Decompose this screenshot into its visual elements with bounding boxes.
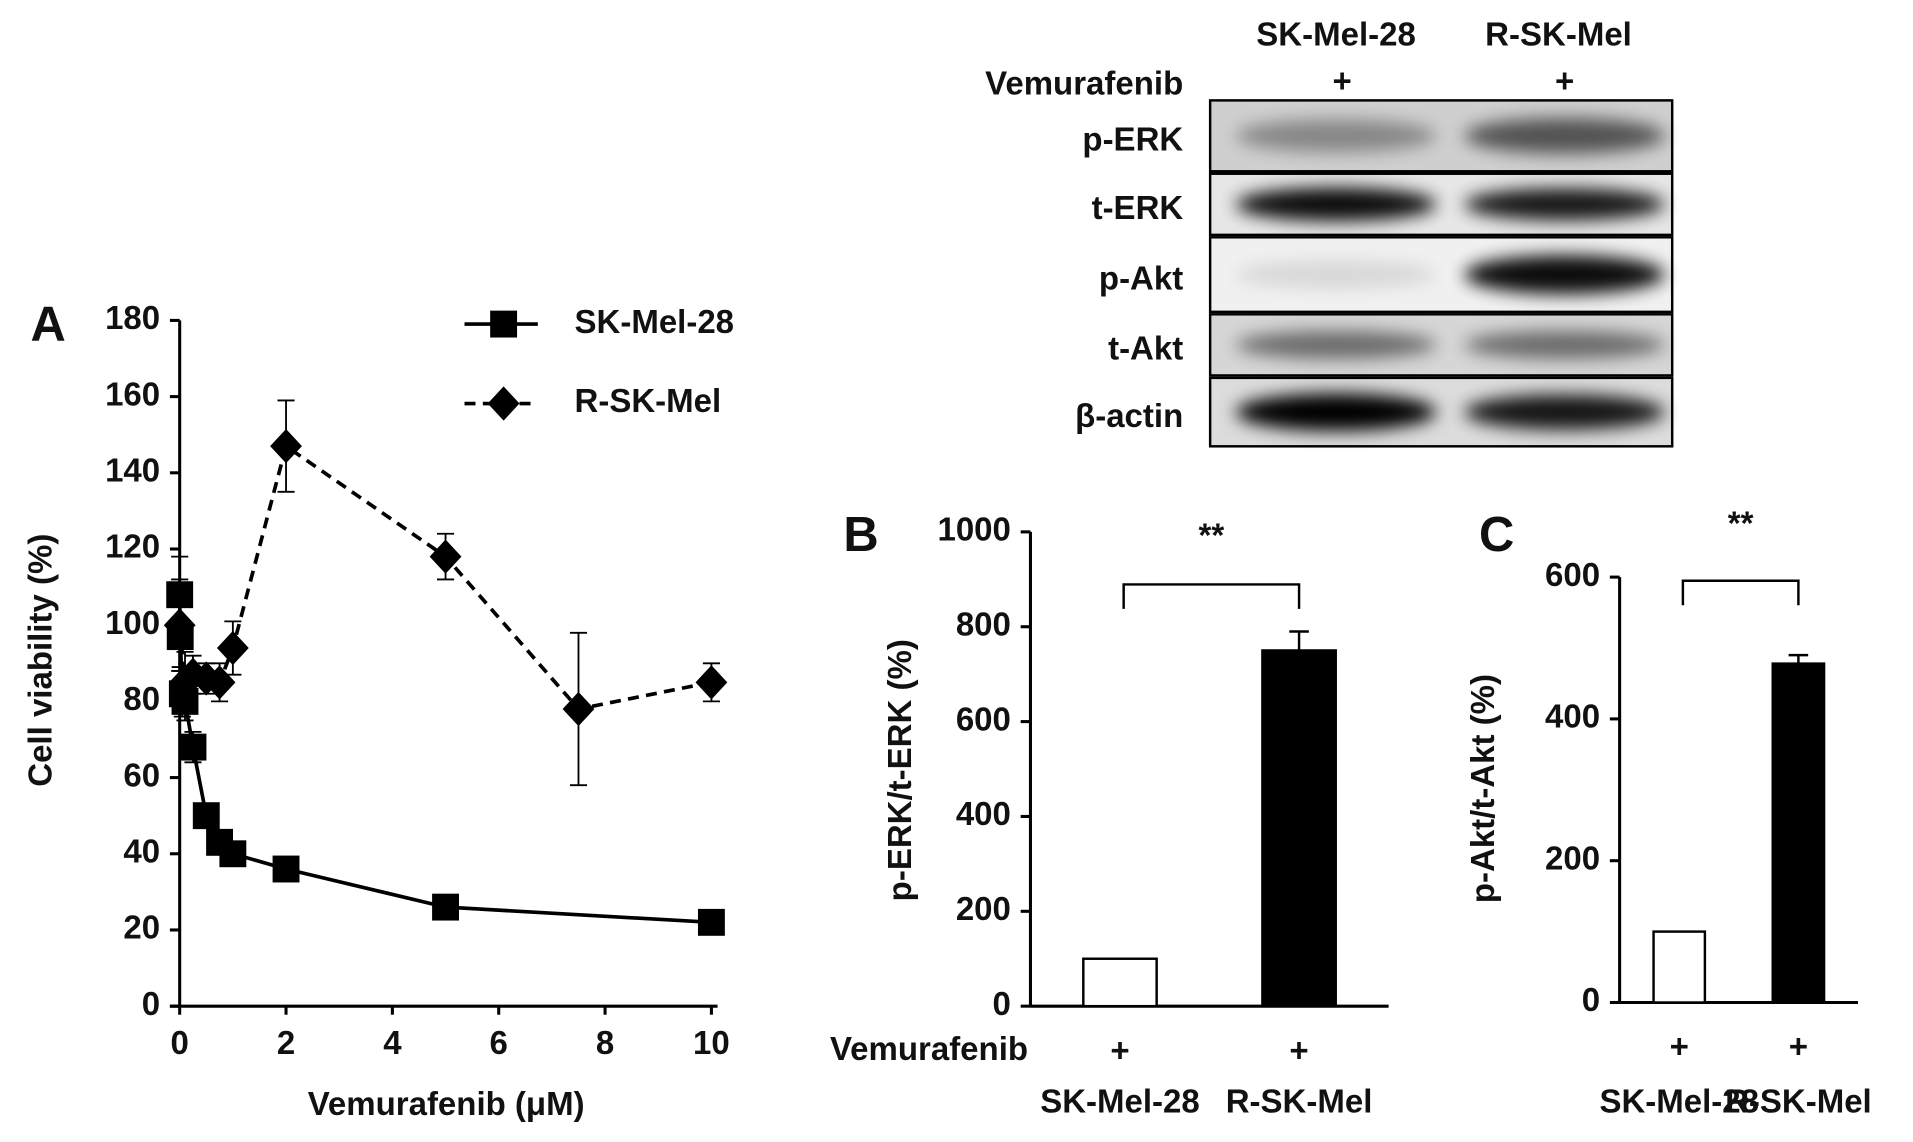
x-tick-label: 8 (596, 1024, 614, 1061)
panel-label: C (1479, 508, 1514, 562)
significance-bracket (1681, 579, 1800, 606)
bar (1771, 662, 1826, 1004)
column-header: SK-Mel-28 (1256, 16, 1416, 53)
error-bar (1788, 653, 1809, 664)
data-point (562, 691, 595, 727)
data-point (697, 908, 725, 936)
x-tick-label: R-SK-Mel (1226, 1083, 1373, 1120)
row-label: t-Akt (1108, 330, 1183, 367)
legend-label: R-SK-Mel (575, 382, 722, 419)
y-tick-label: 800 (956, 605, 1011, 642)
blot-band (1464, 188, 1665, 221)
x-tick-label: R-SK-Mel (1725, 1083, 1872, 1120)
y-tick-label: 80 (123, 680, 160, 717)
panel-label: A (31, 298, 66, 352)
x-tick-label: 10 (693, 1024, 730, 1061)
treatment-mark: + (1110, 1031, 1129, 1068)
significance-label: ** (1199, 517, 1225, 554)
y-tick-label: 140 (105, 452, 160, 489)
error-bar (1289, 630, 1309, 651)
data-point (192, 802, 220, 830)
x-tick-label: 2 (277, 1024, 295, 1061)
blot-band (1235, 330, 1437, 359)
row-label: t-ERK (1092, 189, 1184, 226)
treatment-mark: + (1555, 62, 1574, 99)
data-point (272, 855, 300, 883)
y-tick-label: 1000 (937, 511, 1010, 548)
y-tick-label: 100 (105, 604, 160, 641)
treatment-label: Vemurafenib (985, 64, 1183, 101)
treatment-label: Vemurafenib (830, 1030, 1028, 1067)
y-axis-label: Cell viability (%) (22, 534, 59, 787)
treatment-mark: + (1333, 62, 1352, 99)
blot-band (1235, 393, 1437, 431)
legend-marker (490, 310, 518, 338)
y-tick-label: 0 (142, 985, 160, 1022)
y-tick-label: 200 (1545, 839, 1600, 876)
blot-band (1464, 254, 1665, 295)
treatment-mark: + (1670, 1028, 1689, 1065)
bar (1082, 957, 1158, 1008)
y-tick-label: 180 (105, 299, 160, 336)
panel-label: B (843, 508, 878, 562)
significance-label: ** (1728, 504, 1754, 541)
x-tick-label: 0 (171, 1024, 189, 1061)
y-tick-label: 400 (1545, 698, 1600, 735)
y-axis-label: p-ERK/t-ERK (%) (881, 639, 918, 901)
row-label: p-Akt (1099, 259, 1183, 296)
y-tick-label: 0 (993, 985, 1011, 1022)
y-tick-label: 0 (1582, 981, 1600, 1018)
blot-band (1235, 261, 1437, 288)
x-axis-label: Vemurafenib (μM) (308, 1085, 585, 1122)
y-tick-label: 60 (123, 756, 160, 793)
y-axis-label: p-Akt/t-Akt (%) (1464, 674, 1501, 903)
data-point (695, 665, 728, 700)
significance-bracket (1122, 583, 1301, 609)
blot-band (1464, 394, 1665, 430)
blot-band (1235, 119, 1437, 153)
row-label: β-actin (1075, 397, 1183, 434)
y-tick-label: 20 (123, 909, 160, 946)
y-tick-label: 200 (956, 890, 1011, 927)
row-label: p-ERK (1082, 121, 1183, 158)
x-tick-label: 6 (490, 1024, 508, 1061)
y-tick-label: 400 (956, 795, 1011, 832)
series-line (177, 594, 712, 925)
legend-label: SK-Mel-28 (575, 303, 735, 340)
y-tick-label: 40 (123, 832, 160, 869)
x-tick-label: SK-Mel-28 (1040, 1083, 1200, 1120)
data-point (216, 630, 249, 666)
bar (1652, 930, 1707, 1004)
data-point (429, 539, 462, 574)
bar (1261, 649, 1337, 1008)
y-tick-label: 600 (956, 700, 1011, 737)
data-point (270, 429, 302, 464)
blot-band (1464, 117, 1665, 154)
blot-band (1235, 187, 1437, 222)
y-tick-label: 160 (105, 375, 160, 412)
legend-marker (487, 386, 520, 421)
y-tick-label: 120 (105, 528, 160, 565)
column-header: R-SK-Mel (1485, 16, 1632, 53)
treatment-mark: + (1789, 1028, 1808, 1065)
treatment-mark: + (1289, 1031, 1308, 1068)
x-tick-label: SK-Mel-28 (1599, 1083, 1759, 1120)
y-tick-label: 600 (1545, 556, 1600, 593)
data-point (432, 893, 459, 921)
x-tick-label: 4 (383, 1024, 402, 1061)
data-point (219, 840, 247, 868)
data-point (179, 733, 207, 761)
blot-band (1464, 330, 1665, 359)
